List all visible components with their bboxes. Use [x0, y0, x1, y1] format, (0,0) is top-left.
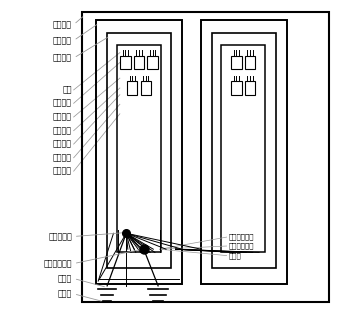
- Text: 机柜外壳: 机柜外壳: [53, 36, 72, 45]
- Bar: [107, 33, 171, 268]
- Bar: [221, 45, 265, 252]
- Bar: [201, 20, 287, 284]
- Bar: [212, 33, 276, 268]
- Text: 模拟电路: 模拟电路: [53, 126, 72, 135]
- Text: 系统外壳: 系统外壳: [53, 20, 72, 29]
- Text: 电源线: 电源线: [228, 252, 241, 259]
- Text: 内部连结地线: 内部连结地线: [228, 243, 254, 249]
- Text: 模拟地线: 模拟地线: [53, 140, 72, 148]
- Text: 信号地螺栓: 信号地螺栓: [48, 232, 72, 241]
- Bar: [82, 12, 329, 302]
- Text: 接地极: 接地极: [58, 289, 72, 298]
- Bar: [127, 81, 137, 95]
- Bar: [147, 56, 158, 69]
- Text: 安全接地螺栓: 安全接地螺栓: [44, 259, 72, 268]
- Bar: [120, 56, 131, 69]
- Bar: [231, 56, 242, 69]
- Bar: [117, 45, 161, 252]
- Text: 数字电路: 数字电路: [53, 99, 72, 108]
- Text: 机柜外壳地线: 机柜外壳地线: [228, 234, 254, 240]
- Text: 数字地线: 数字地线: [53, 113, 72, 122]
- Bar: [134, 56, 144, 69]
- Bar: [245, 56, 255, 69]
- Bar: [245, 81, 255, 95]
- Text: 功率地线: 功率地线: [53, 167, 72, 176]
- Text: 设备外壳: 设备外壳: [53, 53, 72, 62]
- Text: 接地线: 接地线: [58, 274, 72, 283]
- Text: 地线: 地线: [63, 85, 72, 94]
- Bar: [96, 20, 182, 284]
- Text: 功率电路: 功率电路: [53, 153, 72, 162]
- Bar: [141, 81, 151, 95]
- Bar: [231, 81, 242, 95]
